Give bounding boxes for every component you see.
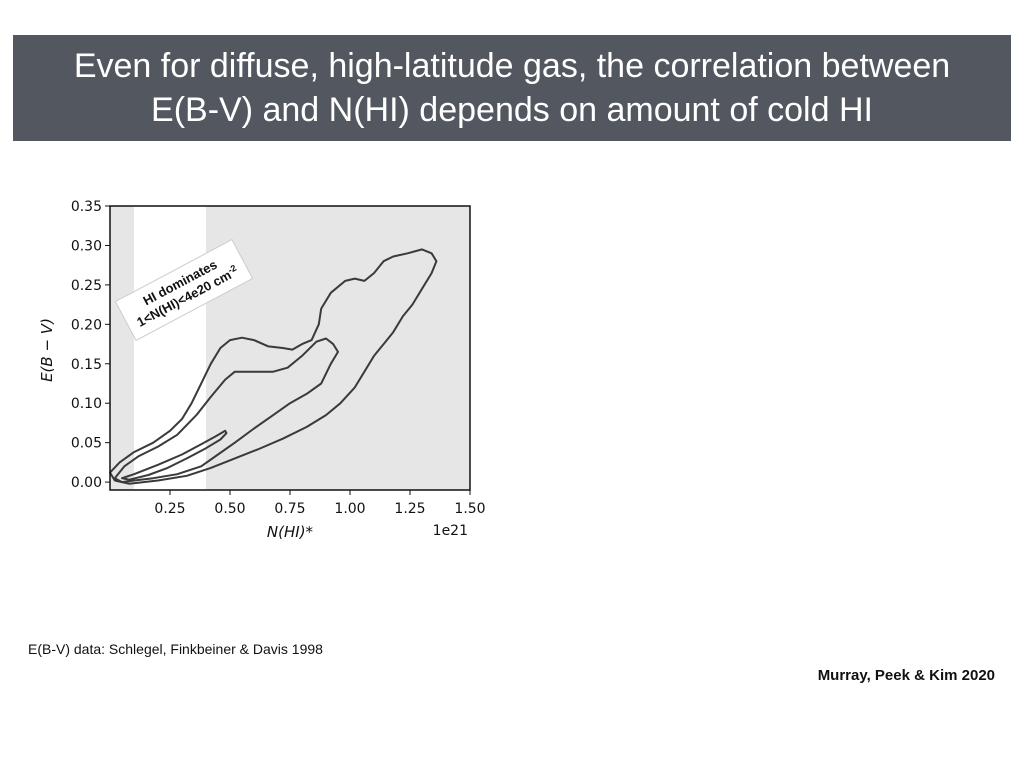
contour-outer [109, 248, 438, 485]
x-tick-label: 1.00 [334, 501, 365, 517]
x-tick-label: 0.25 [154, 501, 185, 517]
slide-title-line-2: E(B-V) and N(HI) depends on amount of co… [151, 91, 873, 129]
contour-inner [121, 429, 228, 481]
x-axis-label: N(HI)* [267, 523, 314, 541]
y-tick-label: 0.30 [71, 238, 102, 254]
y-tick-label: 0.25 [71, 278, 102, 294]
contour-middle [113, 337, 339, 484]
plot-area [109, 206, 470, 490]
y-tick-label: 0.35 [71, 199, 102, 215]
x-tick-label: 1.50 [454, 501, 485, 517]
y-tick-label: 0.20 [71, 317, 102, 333]
y-tick-label: 0.05 [71, 436, 102, 452]
x-axis-offset-label: 1e21 [433, 523, 468, 539]
x-tick-label: 0.75 [274, 501, 305, 517]
citation: Murray, Peek & Kim 2020 [817, 667, 995, 684]
y-tick-label: 0.00 [71, 475, 102, 491]
annotation-superscript: -2 [226, 263, 238, 276]
title-banner: Even for diffuse, high-latitude gas, the… [13, 35, 1011, 141]
annotation-background [114, 238, 254, 342]
y-tick-label: 0.15 [71, 357, 102, 373]
axes: 0.25 0.50 0.75 1.00 1.25 1.50 0.00 0.05 0.10 0.15… [71, 199, 486, 517]
data-credit: E(B-V) data: Schlegel, Finkbeiner & Davi… [28, 641, 323, 657]
slide-title-line-1: Even for diffuse, high-latitude gas, the… [73, 47, 951, 85]
y-axis-label: E(B − V) [38, 318, 56, 382]
x-tick-label: 1.25 [394, 501, 425, 517]
x-tick-label: 0.50 [214, 501, 245, 517]
shaded-region-1 [110, 206, 134, 490]
shaded-region-2 [206, 206, 470, 490]
y-tick-label: 0.10 [71, 396, 102, 412]
